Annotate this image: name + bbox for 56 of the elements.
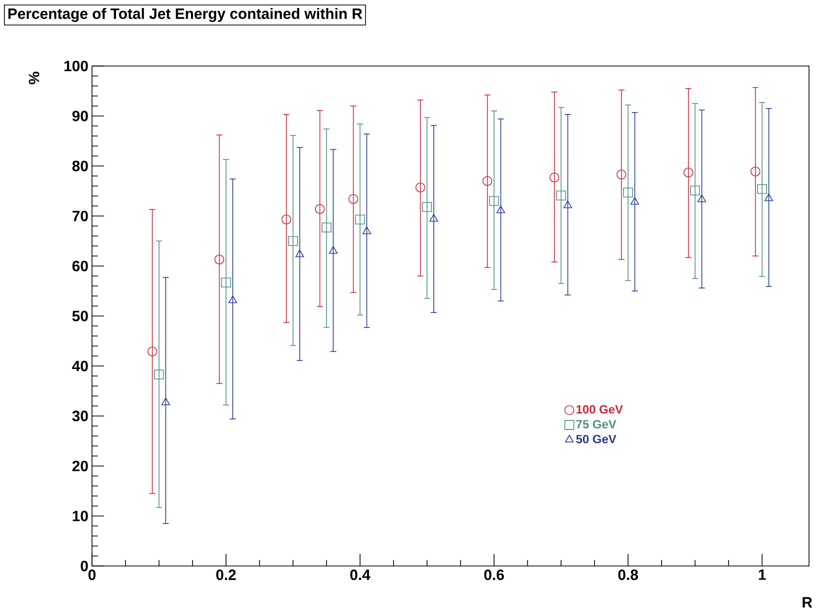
y-tick-label: 50 [72,310,88,322]
point [228,296,238,304]
y-tick-label: 90 [72,110,88,122]
y-tick-label: 100 [64,60,88,72]
point [288,236,298,246]
point [556,190,566,200]
x-tick-label: 0.4 [350,570,370,580]
chart-title: Percentage of Total Jet Energy contained within R [8,8,362,22]
point [690,186,700,196]
y-tick-label: 0 [80,560,88,572]
legend-label: 50 GeV [576,434,616,444]
x-tick-label: 0.2 [216,570,236,580]
y-tick-label: 80 [72,160,88,172]
point [482,176,492,186]
point [328,246,338,254]
y-tick-label: 70 [72,210,88,222]
point [355,214,365,224]
legend-label: 75 GeV [576,420,616,428]
point [415,182,426,192]
point [422,202,432,212]
point [322,222,332,232]
point [154,370,164,380]
y-axis-title: % [28,72,40,84]
point [221,278,231,288]
y-tick-label: 40 [72,360,88,372]
point [764,194,774,202]
point [697,194,706,202]
legend-label: 100 GeV [576,405,623,414]
point [348,194,358,204]
point [757,184,768,194]
x-axis-title: R [802,597,812,608]
point [496,206,506,214]
point [314,204,325,214]
x-tick-label: 0.8 [618,570,638,580]
point [750,166,760,176]
point [623,188,633,198]
point [489,196,499,206]
point [281,214,292,224]
y-tick-label: 20 [72,460,88,472]
point [161,398,170,406]
point [630,197,640,205]
x-tick-label: 0.6 [484,570,504,580]
x-tick-label: 0 [88,570,96,580]
y-tick-label: 30 [72,410,88,422]
point [429,214,438,222]
point [147,346,158,356]
point [549,172,560,182]
y-tick-label: 10 [72,510,88,522]
point [616,170,626,180]
point [295,250,304,258]
point [563,200,572,208]
x-tick-label: 1 [758,570,766,580]
point [362,226,372,234]
point [214,254,224,264]
y-tick-label: 60 [72,260,88,272]
point [683,168,694,178]
